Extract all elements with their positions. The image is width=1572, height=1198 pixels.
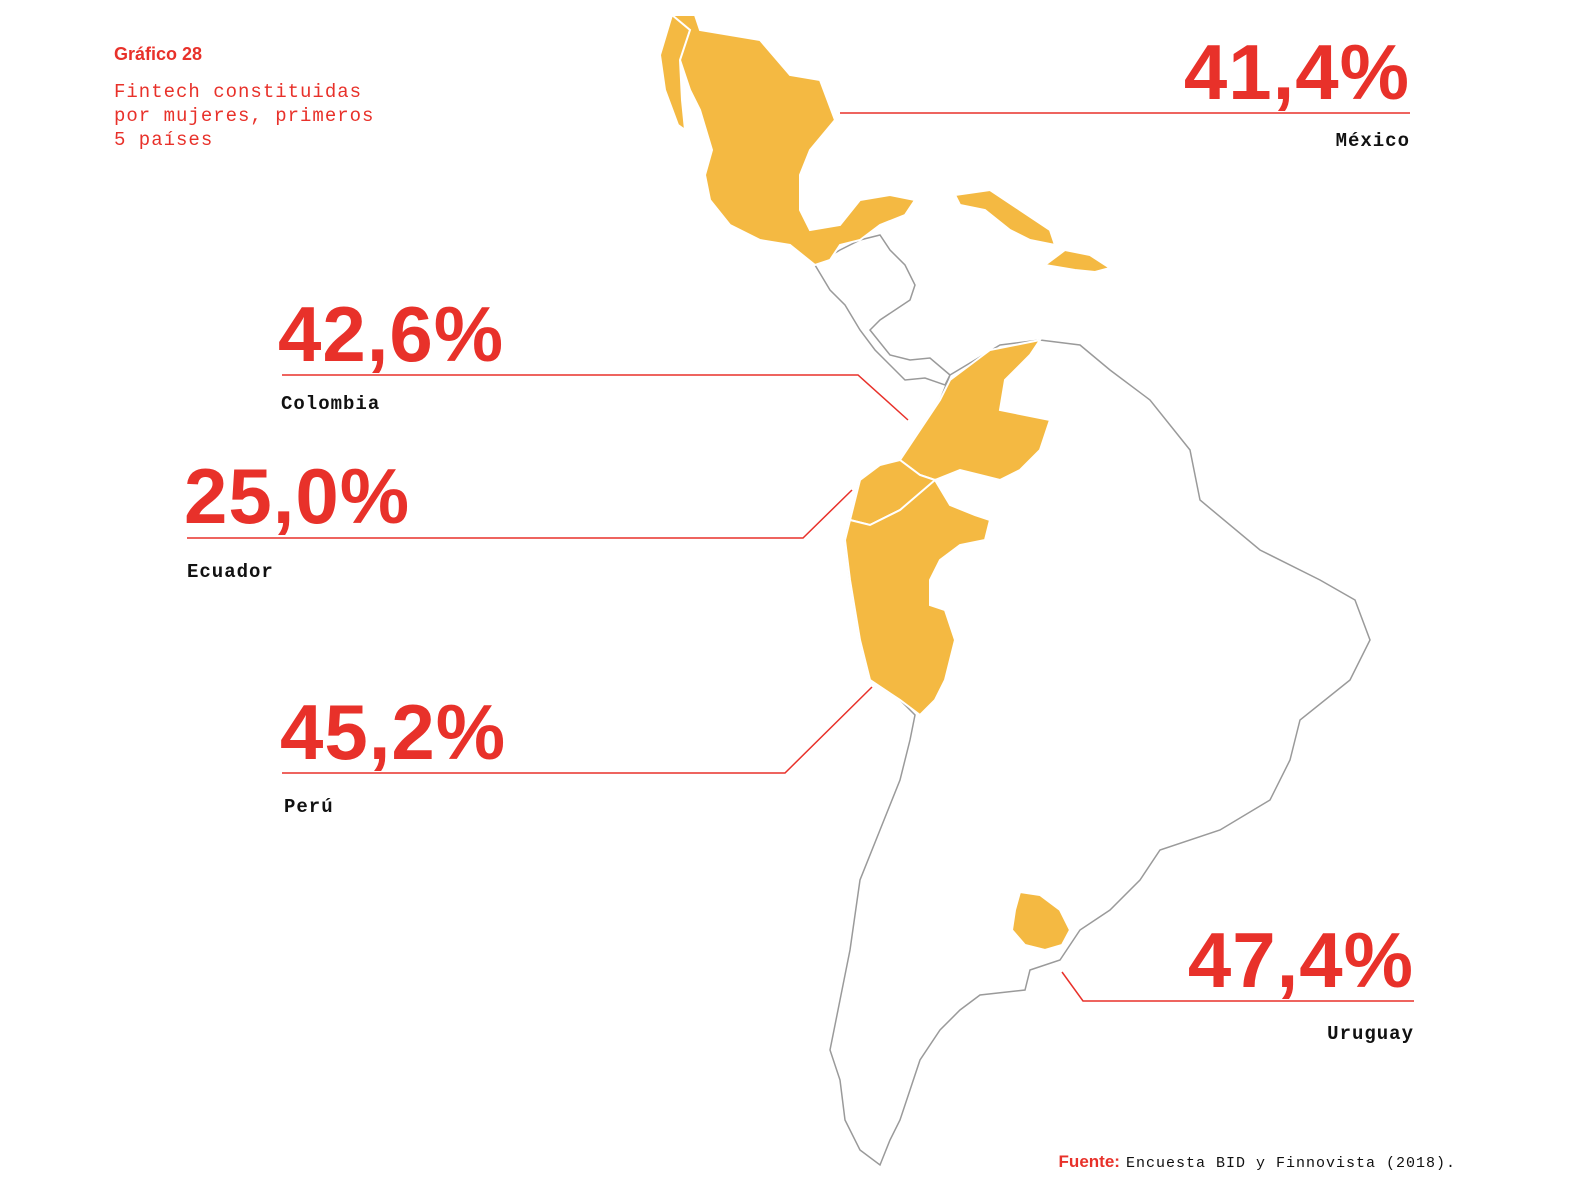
hispaniola-shape (1042, 248, 1113, 274)
south-america (829, 339, 1371, 1167)
country-name: México (1335, 130, 1410, 152)
country-value: 42,6% (278, 290, 505, 378)
highlighted-countries (658, 13, 1113, 952)
source-label: Fuente: (1058, 1152, 1120, 1171)
base-land (813, 234, 1371, 1167)
chart-number: Gráfico 28 (114, 44, 203, 64)
leader-lines (187, 112, 1414, 1002)
leader-line (1061, 971, 1414, 1002)
leader-line (282, 686, 873, 774)
colombia-shape (898, 338, 1052, 482)
source: Fuente: Encuesta BID y Finnovista (2018). (1059, 1152, 1456, 1172)
country-value: 25,0% (184, 452, 411, 540)
country-value: 41,4% (1183, 28, 1410, 116)
leader-line (282, 374, 909, 421)
leader-line (187, 489, 853, 539)
mexico-shape (668, 14, 917, 267)
uruguay-shape (1010, 890, 1072, 952)
chart-title: Fintech constituidas por mujeres, primer… (114, 81, 375, 151)
source-text: Encuesta BID y Finnovista (2018). (1125, 1155, 1456, 1172)
country-name: Perú (284, 796, 334, 818)
country-name: Uruguay (1327, 1023, 1414, 1045)
country-value: 45,2% (280, 688, 507, 776)
country-value: 47,4% (1187, 916, 1414, 1004)
country-name: Ecuador (187, 561, 274, 583)
baja-shape (658, 13, 692, 133)
country-name: Colombia (281, 393, 381, 415)
cuba-shape (953, 188, 1057, 247)
peru-shape (843, 478, 992, 717)
central-america (813, 234, 951, 386)
